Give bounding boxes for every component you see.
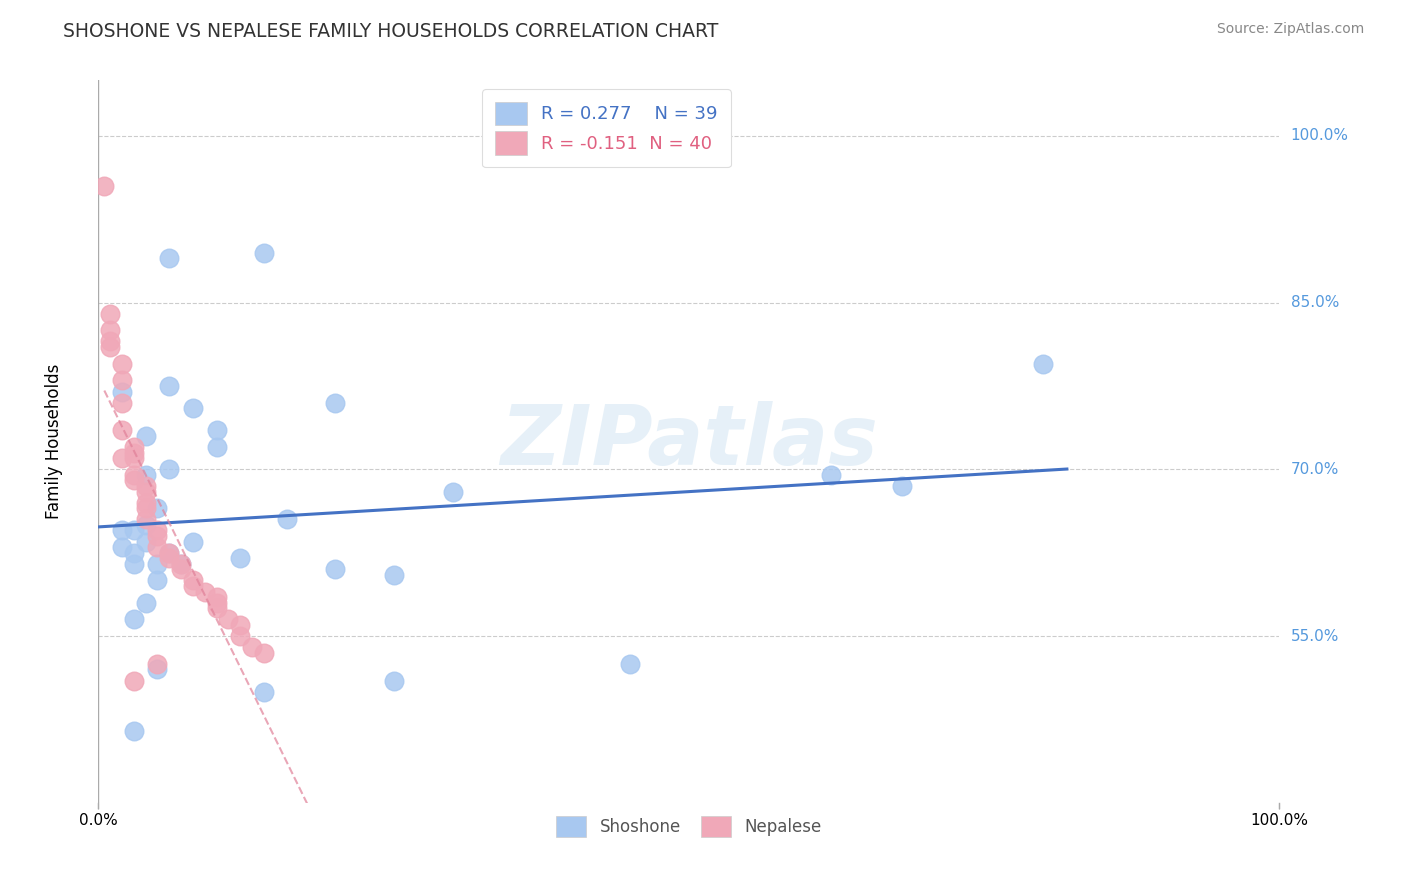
- Point: [146, 574, 169, 588]
- Text: ZIPatlas: ZIPatlas: [501, 401, 877, 482]
- Text: 100.0%: 100.0%: [1291, 128, 1348, 144]
- Point: [229, 618, 252, 632]
- Point: [205, 601, 228, 615]
- Text: 55.0%: 55.0%: [1291, 629, 1339, 643]
- Point: [157, 379, 180, 393]
- Point: [146, 657, 169, 671]
- Point: [111, 540, 134, 554]
- Point: [122, 440, 145, 454]
- Text: SHOSHONE VS NEPALESE FAMILY HOUSEHOLDS CORRELATION CHART: SHOSHONE VS NEPALESE FAMILY HOUSEHOLDS C…: [63, 22, 718, 41]
- Legend: Shoshone, Nepalese: Shoshone, Nepalese: [544, 804, 834, 848]
- Point: [93, 178, 115, 193]
- Point: [122, 546, 145, 560]
- Point: [253, 646, 276, 660]
- Point: [157, 546, 180, 560]
- Point: [98, 323, 121, 337]
- Point: [135, 429, 157, 443]
- Point: [122, 557, 145, 571]
- Point: [181, 534, 204, 549]
- Point: [146, 662, 169, 676]
- Point: [98, 340, 121, 354]
- Point: [111, 357, 134, 371]
- Point: [240, 640, 263, 655]
- Point: [157, 546, 180, 560]
- Point: [229, 551, 252, 566]
- Point: [111, 424, 134, 438]
- Point: [205, 596, 228, 610]
- Point: [323, 562, 346, 576]
- Point: [276, 512, 298, 526]
- Point: [135, 484, 157, 499]
- Point: [146, 529, 169, 543]
- Point: [205, 590, 228, 604]
- Point: [135, 596, 157, 610]
- Point: [135, 467, 157, 482]
- Point: [194, 584, 217, 599]
- Point: [111, 524, 134, 538]
- Point: [619, 657, 641, 671]
- Point: [157, 462, 180, 476]
- Point: [122, 467, 145, 482]
- Point: [820, 467, 842, 482]
- Point: [229, 629, 252, 643]
- Point: [170, 557, 193, 571]
- Point: [146, 501, 169, 516]
- Text: 70.0%: 70.0%: [1291, 462, 1339, 477]
- Point: [111, 384, 134, 399]
- Point: [122, 723, 145, 738]
- Point: [122, 451, 145, 466]
- Point: [122, 524, 145, 538]
- Point: [98, 307, 121, 321]
- Point: [135, 479, 157, 493]
- Text: Family Households: Family Households: [45, 364, 62, 519]
- Point: [135, 501, 157, 516]
- Point: [205, 440, 228, 454]
- Point: [181, 401, 204, 416]
- Point: [382, 568, 405, 582]
- Point: [170, 562, 193, 576]
- Point: [1032, 357, 1054, 371]
- Point: [122, 612, 145, 626]
- Point: [170, 557, 193, 571]
- Point: [135, 512, 157, 526]
- Point: [157, 251, 180, 265]
- Point: [122, 474, 145, 488]
- Point: [135, 496, 157, 510]
- Point: [253, 684, 276, 698]
- Point: [890, 479, 912, 493]
- Point: [135, 534, 157, 549]
- Point: [111, 373, 134, 387]
- Point: [122, 673, 145, 688]
- Point: [181, 574, 204, 588]
- Point: [146, 540, 169, 554]
- Text: 85.0%: 85.0%: [1291, 295, 1339, 310]
- Point: [111, 451, 134, 466]
- Point: [181, 579, 204, 593]
- Point: [122, 445, 145, 459]
- Point: [217, 612, 239, 626]
- Point: [146, 524, 169, 538]
- Point: [146, 557, 169, 571]
- Point: [205, 424, 228, 438]
- Point: [253, 245, 276, 260]
- Point: [323, 395, 346, 409]
- Text: Source: ZipAtlas.com: Source: ZipAtlas.com: [1216, 22, 1364, 37]
- Point: [441, 484, 464, 499]
- Point: [98, 334, 121, 349]
- Point: [135, 517, 157, 532]
- Point: [382, 673, 405, 688]
- Point: [157, 551, 180, 566]
- Point: [111, 395, 134, 409]
